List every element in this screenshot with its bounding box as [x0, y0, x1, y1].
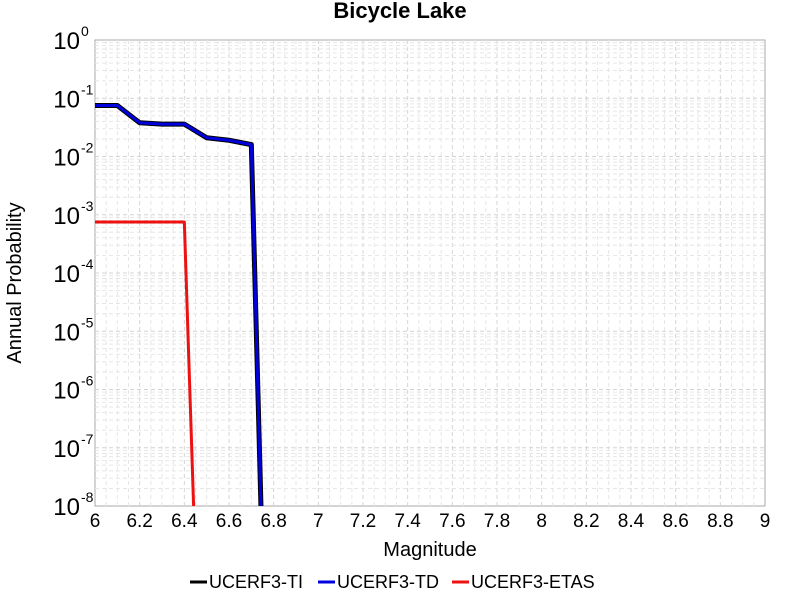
- chart-title: Bicycle Lake: [333, 0, 466, 23]
- y-tick-exponent: -1: [81, 81, 94, 97]
- legend-item-ucerf3-td: UCERF3-TD: [318, 572, 439, 592]
- x-tick-label: 7: [313, 511, 324, 532]
- x-tick-label: 7.2: [350, 511, 376, 532]
- x-tick-label: 6.4: [171, 511, 198, 532]
- y-tick-exponent: -6: [81, 373, 94, 389]
- y-tick-label: 10 -1: [53, 81, 93, 113]
- y-tick-base: 10: [53, 28, 80, 55]
- x-tick-label: 8.8: [707, 511, 733, 532]
- y-tick-label: 10 -3: [53, 198, 93, 230]
- y-tick-base: 10: [53, 436, 80, 463]
- y-tick-label: 10 -5: [53, 314, 93, 346]
- series-lines: [95, 103, 264, 506]
- x-tick-label: 8.2: [573, 511, 599, 532]
- x-tick-label: 6.8: [260, 511, 286, 532]
- x-tick-label: 6.6: [216, 511, 242, 532]
- grid: [95, 40, 765, 506]
- x-tick-label: 9: [760, 511, 771, 532]
- y-tick-base: 10: [53, 494, 80, 521]
- y-tick-exponent: -5: [81, 314, 94, 330]
- y-tick-base: 10: [53, 86, 80, 113]
- x-tick-label: 6.2: [126, 511, 152, 532]
- x-tick-label: 8.6: [662, 511, 688, 532]
- y-tick-exponent: -7: [81, 431, 94, 447]
- series-line-ucerf3-etas: [95, 220, 196, 506]
- x-tick-label: 6: [90, 511, 101, 532]
- y-tick-base: 10: [53, 145, 80, 172]
- y-tick-exponent: -8: [81, 489, 94, 505]
- y-tick-base: 10: [53, 378, 80, 405]
- y-tick-label: 10 -4: [53, 256, 93, 288]
- y-tick-exponent: 0: [81, 23, 89, 39]
- x-tick-label: 7.4: [394, 511, 421, 532]
- y-tick-label: 10 -7: [53, 431, 93, 463]
- x-tick-label: 8: [536, 511, 547, 532]
- y-tick-label: 10 0: [53, 23, 89, 55]
- legend-item-ucerf3-ti: UCERF3-TI: [190, 572, 303, 592]
- y-tick-label: 10 -2: [53, 140, 93, 172]
- x-tick-label: 7.8: [484, 511, 510, 532]
- y-tick-exponent: -2: [81, 140, 94, 156]
- y-axis-label: Annual Probability: [4, 202, 26, 363]
- legend-label: UCERF3-TD: [337, 572, 439, 592]
- y-tick-exponent: -3: [81, 198, 94, 214]
- x-axis-ticks: 6 6.2 6.4 6.6 6.8 7 7.2 7.4 7.6 7.8 8 8.2 8.4 8.6 8.8 9: [90, 511, 771, 532]
- legend: UCERF3-TI UCERF3-TD UCERF3-ETAS: [190, 572, 595, 592]
- y-tick-base: 10: [53, 203, 80, 230]
- y-tick-label: 10 -6: [53, 373, 93, 405]
- legend-item-ucerf3-etas: UCERF3-ETAS: [452, 572, 595, 592]
- y-tick-exponent: -4: [81, 256, 94, 272]
- legend-label: UCERF3-ETAS: [471, 572, 595, 592]
- x-axis-label: Magnitude: [383, 539, 476, 561]
- y-tick-base: 10: [53, 261, 80, 288]
- legend-label: UCERF3-TI: [209, 572, 303, 592]
- y-tick-base: 10: [53, 319, 80, 346]
- x-tick-label: 7.6: [439, 511, 465, 532]
- x-tick-label: 8.4: [618, 511, 645, 532]
- series-line-ucerf3-td: [95, 104, 263, 506]
- y-tick-label: 10 -8: [53, 489, 93, 521]
